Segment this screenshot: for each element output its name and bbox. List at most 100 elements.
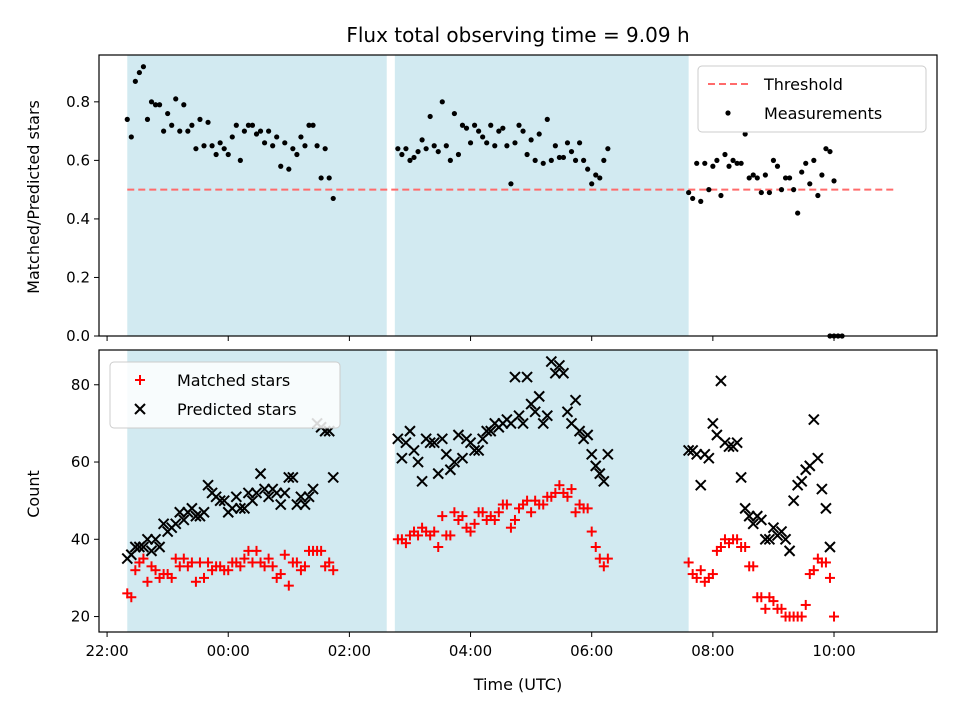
marker-stroke bbox=[307, 483, 319, 495]
measurement-point bbox=[419, 137, 425, 143]
measurement-point bbox=[245, 122, 252, 128]
chart-title: Flux total observing time = 9.09 h bbox=[346, 23, 689, 47]
measurement-point bbox=[496, 128, 502, 134]
x-tick-label: 04:00 bbox=[449, 642, 492, 660]
measurement-point bbox=[576, 140, 583, 146]
matched-star-marker bbox=[142, 576, 153, 587]
measurement-point bbox=[294, 151, 300, 158]
marker-stroke bbox=[565, 417, 578, 430]
measurement-point bbox=[791, 187, 797, 193]
matched-star-marker bbox=[538, 499, 549, 510]
measurement-point bbox=[754, 175, 760, 181]
measurement-point bbox=[766, 189, 773, 196]
count-shaded-interval bbox=[394, 350, 689, 632]
predicted-star-marker bbox=[820, 502, 832, 515]
matched-star-marker bbox=[582, 503, 593, 514]
predicted-star-marker bbox=[307, 483, 319, 495]
predicted-star-marker bbox=[529, 406, 541, 418]
measurement-point bbox=[484, 140, 490, 146]
measurement-point bbox=[306, 122, 312, 128]
matched-star-marker bbox=[598, 561, 609, 572]
count-y-axis-label: Count bbox=[24, 470, 43, 518]
measurement-point bbox=[750, 172, 756, 178]
marker-stroke bbox=[569, 394, 582, 406]
matched-star-marker bbox=[199, 572, 210, 583]
measurement-point bbox=[471, 122, 478, 128]
predicted-star-marker bbox=[783, 545, 796, 557]
measurement-point bbox=[165, 110, 171, 117]
marker-stroke bbox=[436, 433, 448, 445]
marker-stroke bbox=[509, 371, 521, 383]
measurement-point bbox=[504, 143, 510, 149]
predicted-star-marker bbox=[275, 498, 287, 511]
marker-stroke bbox=[250, 487, 263, 499]
measurement-point bbox=[298, 134, 304, 140]
count-y-tick-label: 80 bbox=[71, 376, 90, 394]
measurement-point bbox=[209, 143, 215, 149]
marker-stroke bbox=[392, 433, 404, 445]
measurement-point bbox=[181, 102, 187, 108]
predicted-star-marker bbox=[412, 456, 424, 468]
matched-star-marker bbox=[691, 572, 702, 583]
matched-star-marker bbox=[130, 565, 141, 576]
marker-stroke bbox=[287, 471, 299, 484]
predicted-star-marker bbox=[178, 514, 190, 526]
matched-star-marker bbox=[570, 507, 581, 518]
predicted-star-marker bbox=[428, 437, 440, 449]
marker-stroke bbox=[521, 371, 533, 383]
predicted-star-marker bbox=[775, 525, 788, 538]
measurement-point bbox=[774, 163, 781, 169]
measurement-point bbox=[492, 143, 498, 149]
measurement-point bbox=[581, 157, 587, 163]
measurement-point bbox=[714, 157, 720, 163]
measurement-point bbox=[698, 198, 704, 204]
predicted-star-marker bbox=[448, 456, 461, 468]
x-axis-label: Time (UTC) bbox=[473, 675, 562, 694]
marker-stroke bbox=[412, 456, 424, 468]
predicted-star-marker bbox=[787, 494, 800, 507]
predicted-star-marker bbox=[250, 487, 263, 499]
predicted-star-marker bbox=[327, 471, 339, 484]
measurement-point bbox=[253, 131, 260, 137]
predicted-star-marker bbox=[153, 541, 166, 553]
predicted-star-marker bbox=[541, 409, 553, 422]
measurement-point bbox=[148, 99, 155, 105]
ratio-legend: Threshold Measurements bbox=[697, 65, 927, 133]
measurement-point bbox=[831, 178, 837, 184]
legend-measurement-swatch bbox=[725, 110, 731, 116]
predicted-star-marker bbox=[808, 413, 820, 426]
measurement-point bbox=[411, 154, 417, 161]
measurement-point bbox=[722, 151, 728, 158]
ratio-panel: 0.0 0.2 0.4 0.6 0.8 Threshold Measurements bbox=[66, 54, 938, 345]
measurement-point bbox=[605, 146, 611, 152]
measurement-point bbox=[734, 160, 740, 166]
ratio-axes-frame bbox=[98, 54, 938, 337]
marker-stroke bbox=[682, 444, 695, 457]
marker-stroke bbox=[723, 440, 735, 453]
matched-star-marker bbox=[740, 542, 751, 553]
measurement-point bbox=[589, 181, 595, 187]
measurement-point bbox=[286, 166, 292, 172]
predicted-star-marker bbox=[444, 464, 457, 476]
matched-star-marker bbox=[760, 603, 771, 614]
matched-star-marker bbox=[263, 553, 274, 564]
marker-stroke bbox=[186, 502, 198, 515]
matched-star-marker bbox=[707, 569, 718, 580]
measurement-point bbox=[540, 160, 546, 166]
matched-star-marker bbox=[267, 561, 278, 572]
measurement-point bbox=[217, 140, 223, 146]
predicted-star-marker bbox=[198, 506, 210, 518]
marker-stroke bbox=[787, 494, 800, 507]
measurement-point bbox=[314, 143, 320, 149]
x-tick-label: 08:00 bbox=[691, 642, 734, 660]
marker-stroke bbox=[590, 460, 602, 472]
predicted-star-marker bbox=[585, 448, 598, 461]
measurement-point bbox=[423, 146, 429, 152]
measurement-point bbox=[758, 189, 764, 196]
marker-stroke bbox=[598, 475, 610, 488]
marker-stroke bbox=[767, 521, 780, 534]
measurement-point bbox=[330, 195, 336, 202]
measurement-point bbox=[124, 116, 130, 122]
measurement-point bbox=[782, 175, 789, 181]
